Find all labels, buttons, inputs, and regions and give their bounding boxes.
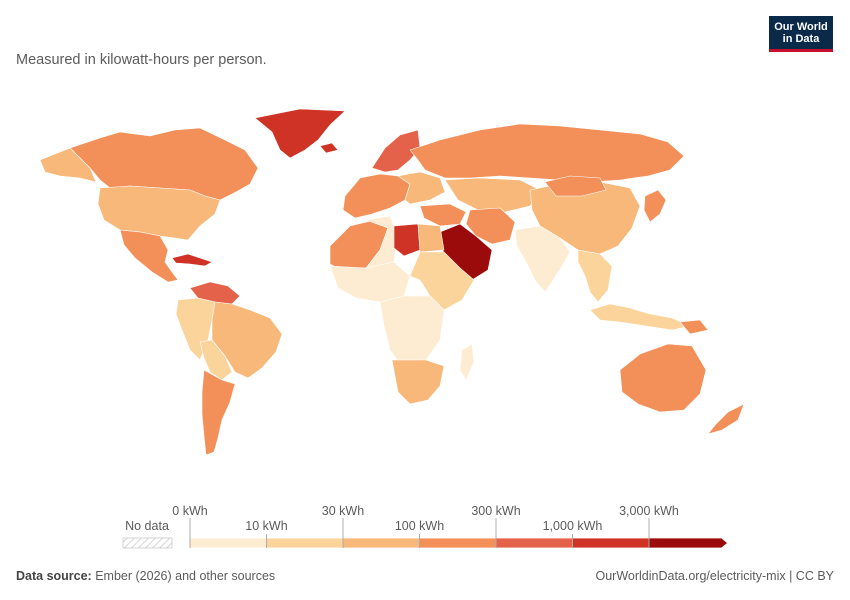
region-japan[interactable] (643, 189, 667, 223)
region-india[interactable] (514, 225, 571, 293)
legend-tick-label: 0 kWh (172, 504, 207, 518)
region-east-africa[interactable] (409, 251, 475, 311)
region-bolivia[interactable] (199, 339, 233, 381)
legend-bin-3[interactable] (342, 537, 420, 549)
legend-tick-label: 10 kWh (245, 519, 287, 533)
source-label: Data source: (16, 569, 92, 583)
region-usa[interactable] (97, 185, 221, 241)
region-caribbean[interactable] (171, 253, 213, 267)
footer-source: Data source: Ember (2026) and other sour… (16, 569, 275, 583)
legend-bin-2[interactable] (266, 537, 344, 549)
logo-line-1: Our World (774, 21, 828, 33)
region-new-zealand[interactable] (707, 403, 745, 435)
legend-tick-label: 100 kWh (395, 519, 444, 533)
legend-no-data-label: No data (125, 519, 169, 533)
region-russia[interactable] (409, 123, 685, 183)
region-papua[interactable] (679, 319, 709, 335)
legend-bin-6[interactable] (572, 537, 650, 549)
logo-line-2: in Data (782, 33, 820, 45)
region-southeast-asia[interactable] (577, 249, 613, 303)
region-turkey[interactable] (419, 203, 467, 227)
legend-bin-7[interactable] (648, 537, 729, 549)
legend-no-data-swatch[interactable] (122, 537, 173, 549)
world-map (39, 108, 745, 456)
region-mongolia[interactable] (544, 175, 607, 197)
legend-bin-4[interactable] (419, 537, 497, 549)
region-iran[interactable] (465, 207, 516, 245)
owid-logo[interactable]: Our World in Data (769, 16, 833, 52)
region-libya[interactable] (393, 223, 421, 257)
region-southern-africa[interactable] (391, 359, 445, 405)
region-alaska[interactable] (39, 147, 97, 183)
legend-tick-label: 30 kWh (322, 504, 364, 518)
region-indonesia[interactable] (589, 303, 691, 331)
region-australia[interactable] (619, 343, 707, 413)
legend-bin-5[interactable] (495, 537, 573, 549)
legend-tick-label: 300 kWh (471, 504, 520, 518)
region-mexico[interactable] (119, 229, 179, 283)
region-central-africa[interactable] (379, 295, 445, 371)
legend-bin-1[interactable] (189, 537, 267, 549)
region-western-europe[interactable] (342, 173, 411, 219)
region-west-africa[interactable] (329, 261, 411, 303)
footer-url[interactable]: OurWorldinData.org/electricity-mix | CC … (595, 569, 835, 583)
region-greenland[interactable] (254, 108, 346, 159)
region-argentina[interactable] (201, 369, 236, 456)
region-madagascar[interactable] (459, 343, 475, 381)
region-iceland[interactable] (319, 142, 339, 154)
region-egypt[interactable] (417, 223, 445, 253)
region-eastern-europe[interactable] (397, 171, 446, 205)
legend-tick-label: 1,000 kWh (543, 519, 603, 533)
chart-subtitle: Measured in kilowatt-hours per person. (16, 52, 267, 68)
source-text[interactable]: Ember (2026) and other sources (95, 569, 276, 583)
legend-tick-label: 3,000 kWh (619, 504, 679, 518)
region-central-asia[interactable] (444, 177, 541, 213)
